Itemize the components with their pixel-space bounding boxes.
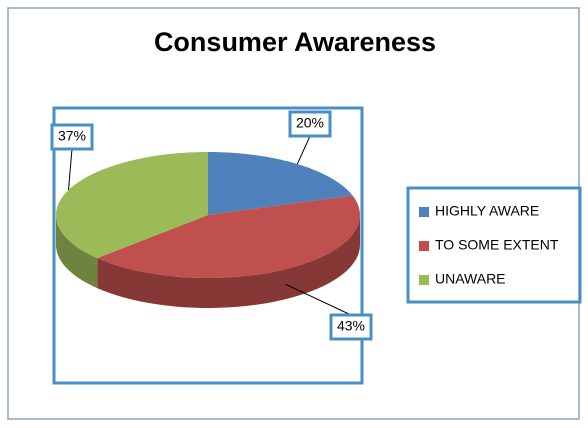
data-label-box — [288, 110, 332, 138]
chart-title: Consumer Awareness — [154, 27, 436, 57]
data-label: 20% — [296, 115, 324, 131]
plot-area-border — [52, 106, 364, 385]
data-label: 43% — [337, 318, 365, 334]
leader-line — [296, 135, 311, 165]
legend-label: TO SOME EXTENT — [435, 237, 559, 253]
slice — [208, 152, 353, 215]
data-label-box — [329, 313, 373, 341]
data-label: 37% — [58, 128, 86, 144]
slice-side — [56, 215, 98, 289]
slice — [97, 195, 360, 278]
slice-side — [97, 215, 360, 308]
legend-swatch — [419, 241, 429, 251]
legend-swatch — [419, 275, 429, 285]
leader-line — [285, 283, 352, 316]
leader-line — [68, 148, 73, 191]
legend-swatch — [419, 207, 429, 217]
legend-label: UNAWARE — [435, 271, 506, 287]
data-label-box — [50, 123, 94, 151]
legend-border — [406, 186, 582, 304]
slice — [56, 152, 209, 259]
legend-label: HIGHLY AWARE — [435, 203, 539, 219]
